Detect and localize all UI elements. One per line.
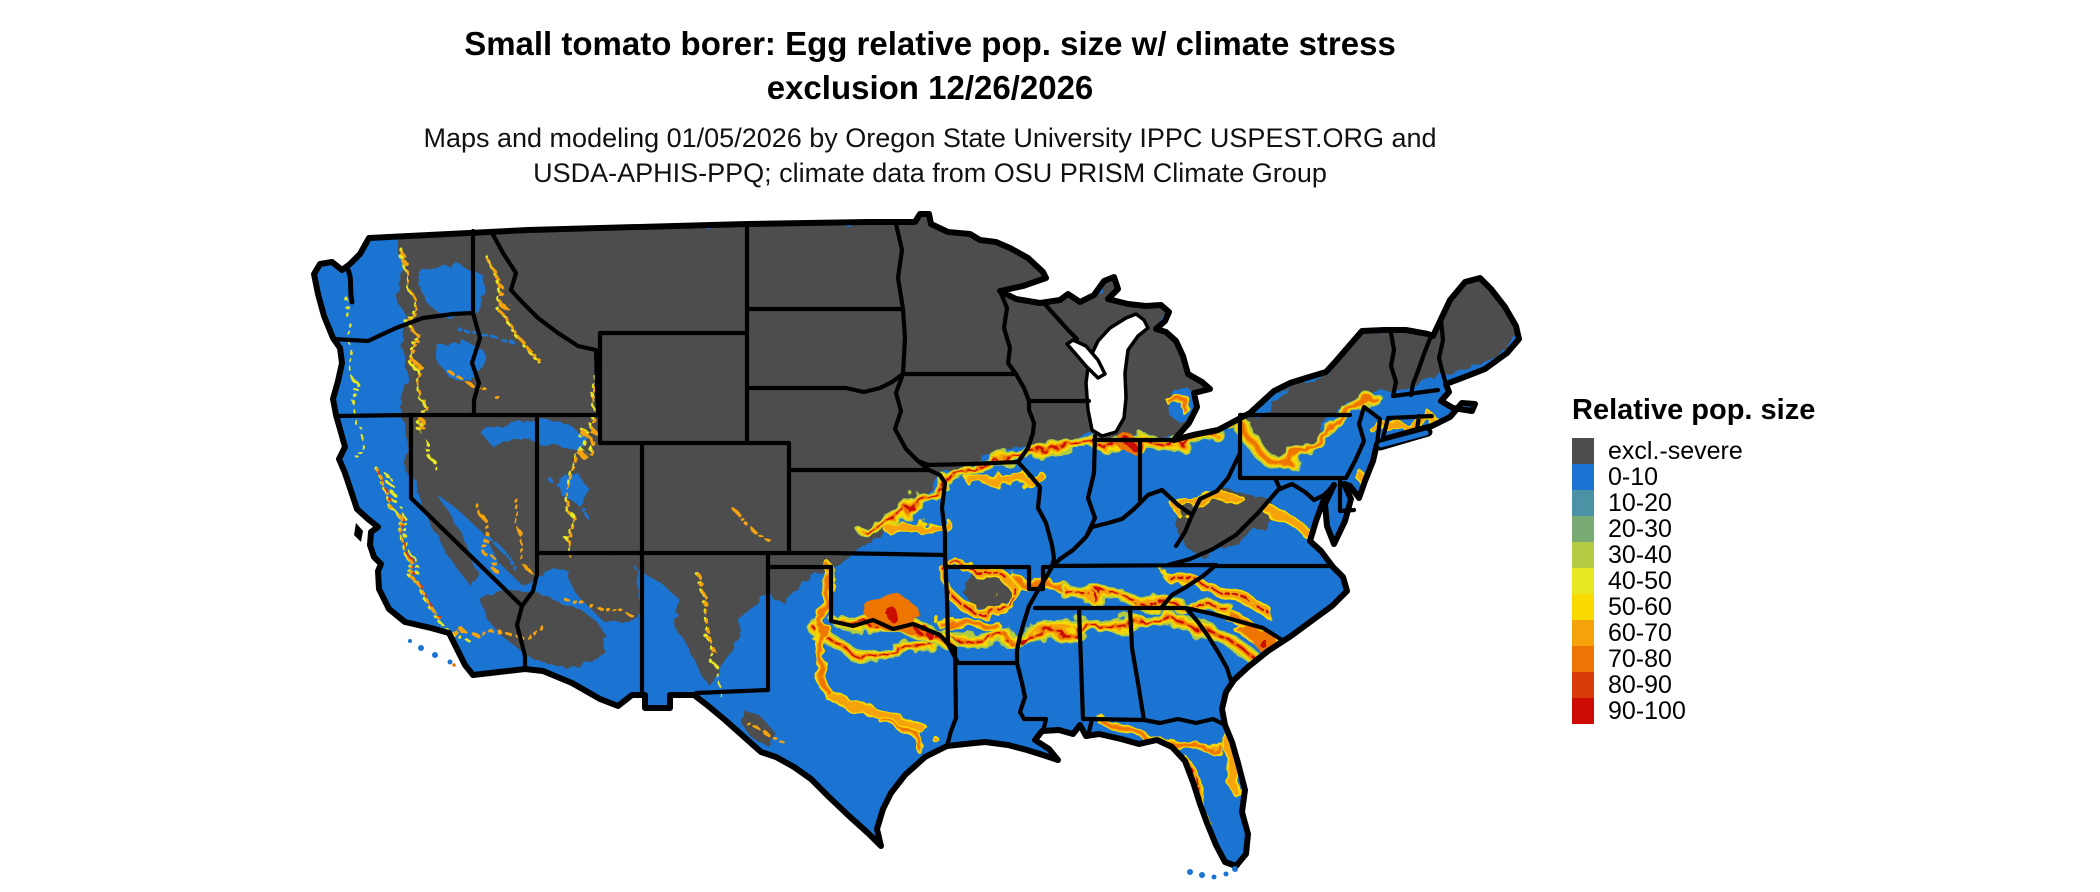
legend-label: 80-90 (1608, 670, 1672, 699)
legend-label: 70-80 (1608, 644, 1672, 673)
map-subtitle-line1: Maps and modeling 01/05/2026 by Oregon S… (423, 123, 1437, 153)
legend-row: 50-60 (1572, 592, 1815, 621)
map-subtitle: Maps and modeling 01/05/2026 by Oregon S… (0, 121, 1860, 191)
legend-row: 70-80 (1572, 644, 1815, 673)
legend-row: 20-30 (1572, 514, 1815, 543)
green-bay (1065, 338, 1107, 380)
legend-swatch (1572, 515, 1594, 542)
legend-swatch (1572, 437, 1594, 464)
legend-label: 50-60 (1608, 592, 1672, 621)
legend-rows: excl.-severe 0-10 10-20 20-30 30-40 40-5… (1572, 436, 1815, 725)
channel-islands (408, 639, 456, 667)
florida-keys (1187, 864, 1240, 880)
west-speckle-bands (344, 252, 787, 745)
coastal-details (344, 265, 1433, 880)
legend-label: 0-10 (1608, 462, 1659, 491)
legend-swatch (1572, 697, 1594, 724)
lake-michigan (1084, 312, 1150, 438)
legend-swatch (1572, 463, 1594, 490)
legend-label: 60-70 (1608, 618, 1672, 647)
map-title-line2: exclusion 12/26/2026 (766, 68, 1094, 106)
legend-swatch (1572, 671, 1594, 698)
puget-sound (344, 265, 355, 305)
long-island (1378, 430, 1429, 448)
legend-swatch (1572, 567, 1594, 594)
legend-row: 0-10 (1572, 462, 1815, 491)
legend-swatch (1572, 619, 1594, 646)
legend-row: 80-90 (1572, 670, 1815, 699)
legend-swatch (1572, 593, 1594, 620)
legend-label: 10-20 (1608, 488, 1672, 517)
legend-label: excl.-severe (1608, 436, 1743, 465)
legend-row: 30-40 (1572, 540, 1815, 569)
map-subtitle-line2: USDA-APHIS-PPQ; climate data from OSU PR… (533, 158, 1327, 189)
us-map-svg (228, 178, 1570, 880)
legend: Relative pop. size excl.-severe 0-10 10-… (1572, 394, 1816, 725)
legend-row: 40-50 (1572, 566, 1815, 595)
map-title: Small tomato borer: Egg relative pop. si… (0, 22, 1860, 109)
legend-row: 90-100 (1572, 696, 1815, 725)
state-borders (330, 221, 1449, 749)
san-francisco-bay (354, 523, 363, 542)
legend-row: 10-20 (1572, 488, 1815, 517)
legend-label: 40-50 (1608, 566, 1672, 595)
legend-label: 30-40 (1608, 540, 1672, 569)
legend-row: excl.-severe (1572, 436, 1815, 465)
legend-swatch (1572, 489, 1594, 516)
legend-row: 60-70 (1572, 618, 1815, 647)
region-excluded-patches (414, 473, 1279, 746)
legend-label: 20-30 (1608, 514, 1672, 543)
map-title-line1: Small tomato borer: Egg relative pop. si… (464, 25, 1396, 62)
legend-label: 90-100 (1608, 696, 1686, 725)
legend-swatch (1572, 645, 1594, 672)
map-area (228, 178, 1570, 892)
legend-swatch (1572, 541, 1594, 568)
legend-title: Relative pop. size (1572, 394, 1816, 426)
